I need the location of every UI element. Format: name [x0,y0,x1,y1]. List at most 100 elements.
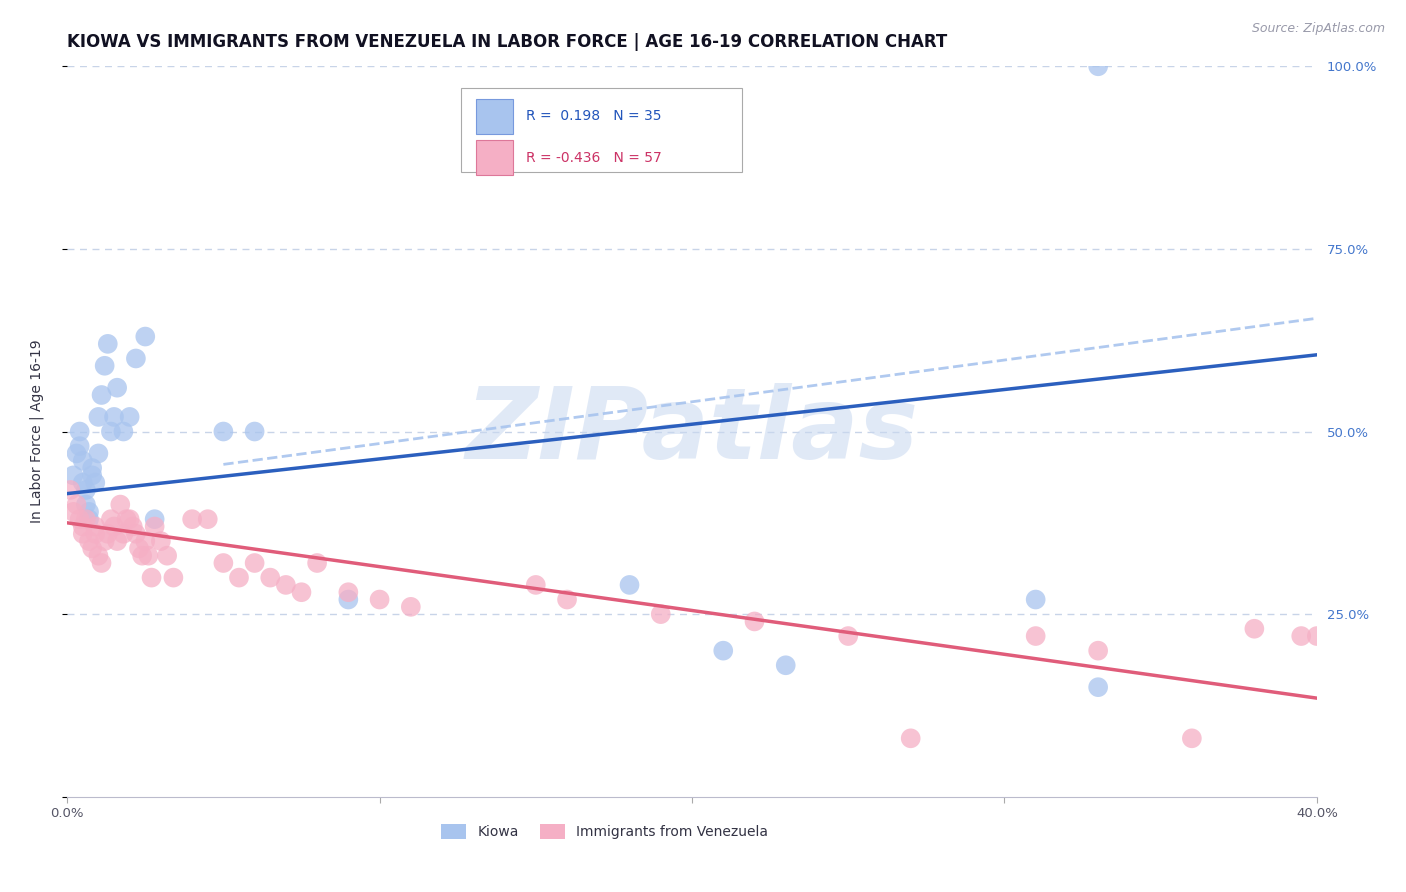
Point [75,483,97,497]
Point [1025,592,1047,607]
Point [259,571,281,585]
Legend: Kiowa, Immigrants from Venezuela: Kiowa, Immigrants from Venezuela [436,818,773,845]
Point [93,359,115,373]
Point [162,571,184,585]
Point [112,526,135,541]
Point [134,329,156,343]
Point [77,505,100,519]
Point [125,351,148,366]
Point [115,512,138,526]
Point [149,534,172,549]
Point [77,512,100,526]
Point [900,731,922,746]
Point [837,629,859,643]
Point [212,556,235,570]
Text: Source: ZipAtlas.com: Source: ZipAtlas.com [1251,22,1385,36]
Point [212,425,235,439]
Point [1087,59,1109,73]
Point [103,519,125,533]
Point [82,468,104,483]
FancyBboxPatch shape [461,88,742,172]
Point [87,446,110,460]
Point [75,512,97,526]
Point [1306,629,1329,643]
Text: R =  0.198   N = 35: R = 0.198 N = 35 [526,110,661,123]
FancyBboxPatch shape [475,99,513,134]
Point [72,454,94,468]
Point [290,585,312,599]
Point [744,615,766,629]
Text: KIOWA VS IMMIGRANTS FROM VENEZUELA IN LABOR FORCE | AGE 16-19 CORRELATION CHART: KIOWA VS IMMIGRANTS FROM VENEZUELA IN LA… [67,33,948,51]
Point [90,556,112,570]
Point [90,388,112,402]
Point [143,519,166,533]
Point [228,571,250,585]
Point [65,446,87,460]
Point [138,549,160,563]
Point [62,505,84,519]
Text: R = -0.436   N = 57: R = -0.436 N = 57 [526,151,662,165]
Point [93,534,115,549]
Point [1181,731,1204,746]
Point [69,512,91,526]
Point [100,512,122,526]
FancyBboxPatch shape [475,140,513,176]
Point [84,526,107,541]
Point [1025,629,1047,643]
Point [65,498,87,512]
Point [72,519,94,533]
Point [141,571,163,585]
Point [555,592,578,607]
Point [197,512,219,526]
Point [103,409,125,424]
Point [128,541,150,556]
Point [524,578,547,592]
Point [77,534,100,549]
Point [97,336,120,351]
Point [84,519,107,533]
Point [105,381,128,395]
Point [87,409,110,424]
Point [118,512,141,526]
Point [399,599,422,614]
Point [181,512,204,526]
Point [619,578,641,592]
Point [1243,622,1265,636]
Point [775,658,797,673]
Point [368,592,391,607]
Point [59,483,82,497]
Point [1087,680,1109,694]
Point [84,475,107,490]
Point [125,526,148,541]
Point [62,468,84,483]
Point [105,534,128,549]
Point [100,425,122,439]
Point [87,549,110,563]
Point [82,461,104,475]
Point [143,512,166,526]
Point [131,549,153,563]
Point [274,578,297,592]
Y-axis label: In Labor Force | Age 16-19: In Labor Force | Age 16-19 [30,340,44,524]
Point [156,549,179,563]
Point [337,585,360,599]
Point [97,526,120,541]
Point [69,425,91,439]
Point [243,425,266,439]
Point [134,534,156,549]
Point [72,475,94,490]
Point [1289,629,1312,643]
Point [75,498,97,512]
Point [650,607,672,621]
Text: ZIPatlas: ZIPatlas [465,383,918,480]
Point [112,425,135,439]
Point [82,541,104,556]
Point [118,409,141,424]
Point [1087,643,1109,657]
Point [69,439,91,453]
Point [711,643,734,657]
Point [110,498,132,512]
Point [243,556,266,570]
Point [121,519,143,533]
Point [337,592,360,607]
